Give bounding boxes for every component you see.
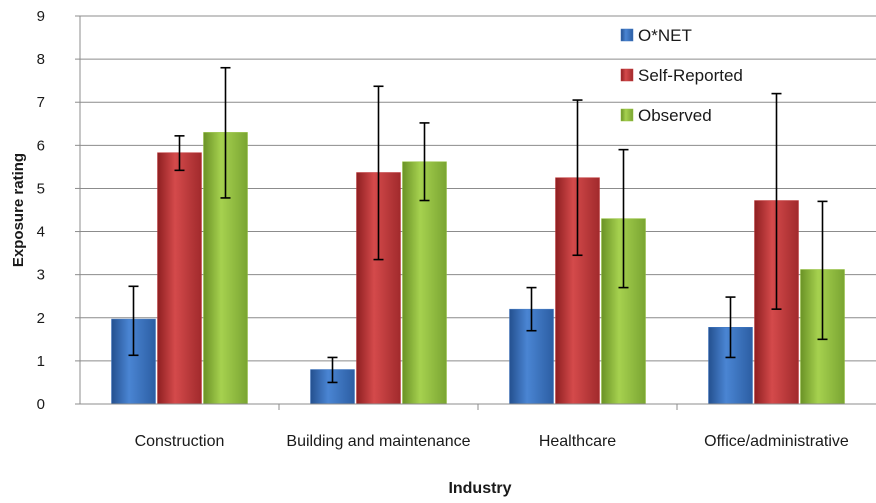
x-tick-label: Construction (135, 433, 225, 450)
legend-swatch (620, 68, 634, 82)
x-tick-label: Office/administrative (704, 433, 849, 450)
y-tick-label: 4 (37, 224, 45, 241)
legend-swatch (620, 108, 634, 122)
x-tick-label: Healthcare (539, 433, 616, 450)
x-axis-title: Industry (448, 480, 511, 497)
legend-swatch (620, 28, 634, 42)
bar-self-reported-0 (157, 152, 202, 405)
x-tick-label: Building and maintenance (286, 433, 470, 450)
legend-label: O*NET (638, 26, 692, 45)
y-tick-label: 8 (37, 51, 45, 68)
y-tick-label: 3 (37, 267, 45, 284)
error-bars (128, 66, 828, 384)
y-tick-label: 9 (37, 8, 45, 25)
y-tick-label: 7 (37, 94, 45, 111)
y-tick-label: 5 (37, 180, 45, 197)
y-tick-label: 1 (37, 353, 45, 370)
y-tick-label: 0 (37, 396, 45, 413)
legend-label: Self-Reported (638, 66, 743, 85)
legend: O*NET Self-Reported Observed (620, 26, 743, 125)
legend-label: Observed (638, 106, 712, 125)
y-tick-label: 2 (37, 310, 45, 327)
y-axis-title: Exposure rating (10, 153, 27, 267)
axes: 0 1 2 3 4 5 6 7 8 9 Construction Building and maint… (37, 8, 876, 450)
y-tick-label: 6 (37, 137, 45, 154)
bars (111, 132, 845, 405)
